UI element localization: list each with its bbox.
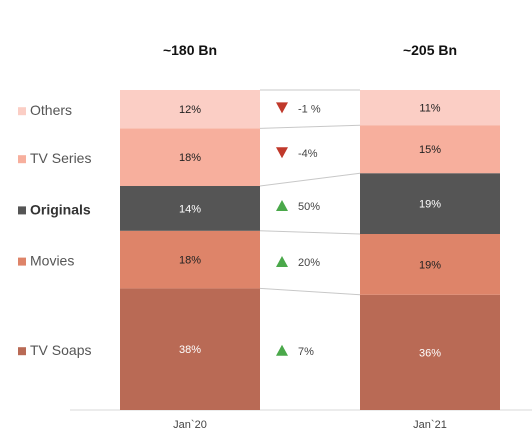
bar-total-label: ~205 Bn (403, 42, 457, 58)
data-label: 18% (179, 152, 201, 164)
legend-label: TV Series (30, 150, 91, 166)
connector-lines (259, 89, 361, 296)
connector-line (259, 172, 361, 187)
connector-line (259, 287, 361, 296)
bar-segment (360, 90, 500, 126)
data-label: 11% (419, 103, 440, 115)
data-label: 14% (179, 203, 201, 215)
down-arrow-icon (276, 147, 288, 159)
change-label: 50% (298, 201, 320, 213)
change-label: 7% (298, 346, 314, 358)
bar-segment (120, 186, 260, 231)
bar-segment (120, 230, 260, 289)
data-label: 12% (179, 104, 201, 116)
legend-swatch (18, 206, 26, 215)
legend-swatch (18, 107, 26, 116)
bar-segment (120, 288, 260, 410)
x-tick-label: Jan`21 (413, 419, 447, 431)
connector-line (259, 124, 361, 129)
up-arrow-icon (276, 200, 288, 211)
legend-label: Others (30, 102, 72, 118)
x-tick-label: Jan`20 (173, 419, 207, 431)
down-arrow-icon (276, 102, 288, 114)
legend-label: Originals (30, 201, 91, 217)
legend-swatch (18, 155, 26, 164)
bars-group: 38% 18% 14% 18% 12% 36% 19% 19% 15% 11% (120, 90, 500, 410)
data-label: 18% (179, 255, 201, 267)
bar-segment (360, 294, 500, 410)
up-arrow-icon (276, 344, 288, 356)
up-arrow-icon (276, 256, 288, 267)
data-label: 36% (419, 347, 441, 359)
data-label: 19% (419, 259, 441, 271)
legend-label: TV Soaps (30, 342, 91, 358)
change-label: -1 % (298, 103, 321, 115)
legend-swatch (18, 257, 26, 266)
bar-segment (360, 125, 500, 174)
data-label: 38% (179, 344, 201, 356)
connector-line (259, 230, 361, 235)
bar-segment (120, 128, 260, 186)
legend: TV Soaps Movies Originals TV Series Others (18, 102, 91, 358)
change-label: -4% (298, 148, 318, 160)
bar-segment (120, 90, 260, 129)
change-indicators: 7% 20% 50% -4% -1 % (276, 102, 321, 358)
bar-segment (360, 173, 500, 234)
data-label: 19% (419, 199, 441, 211)
legend-swatch (18, 347, 26, 356)
bar-segment (360, 234, 500, 295)
legend-label: Movies (30, 253, 74, 269)
data-label: 15% (419, 144, 441, 156)
bar-total-label: ~180 Bn (163, 42, 217, 58)
change-label: 20% (298, 257, 320, 269)
